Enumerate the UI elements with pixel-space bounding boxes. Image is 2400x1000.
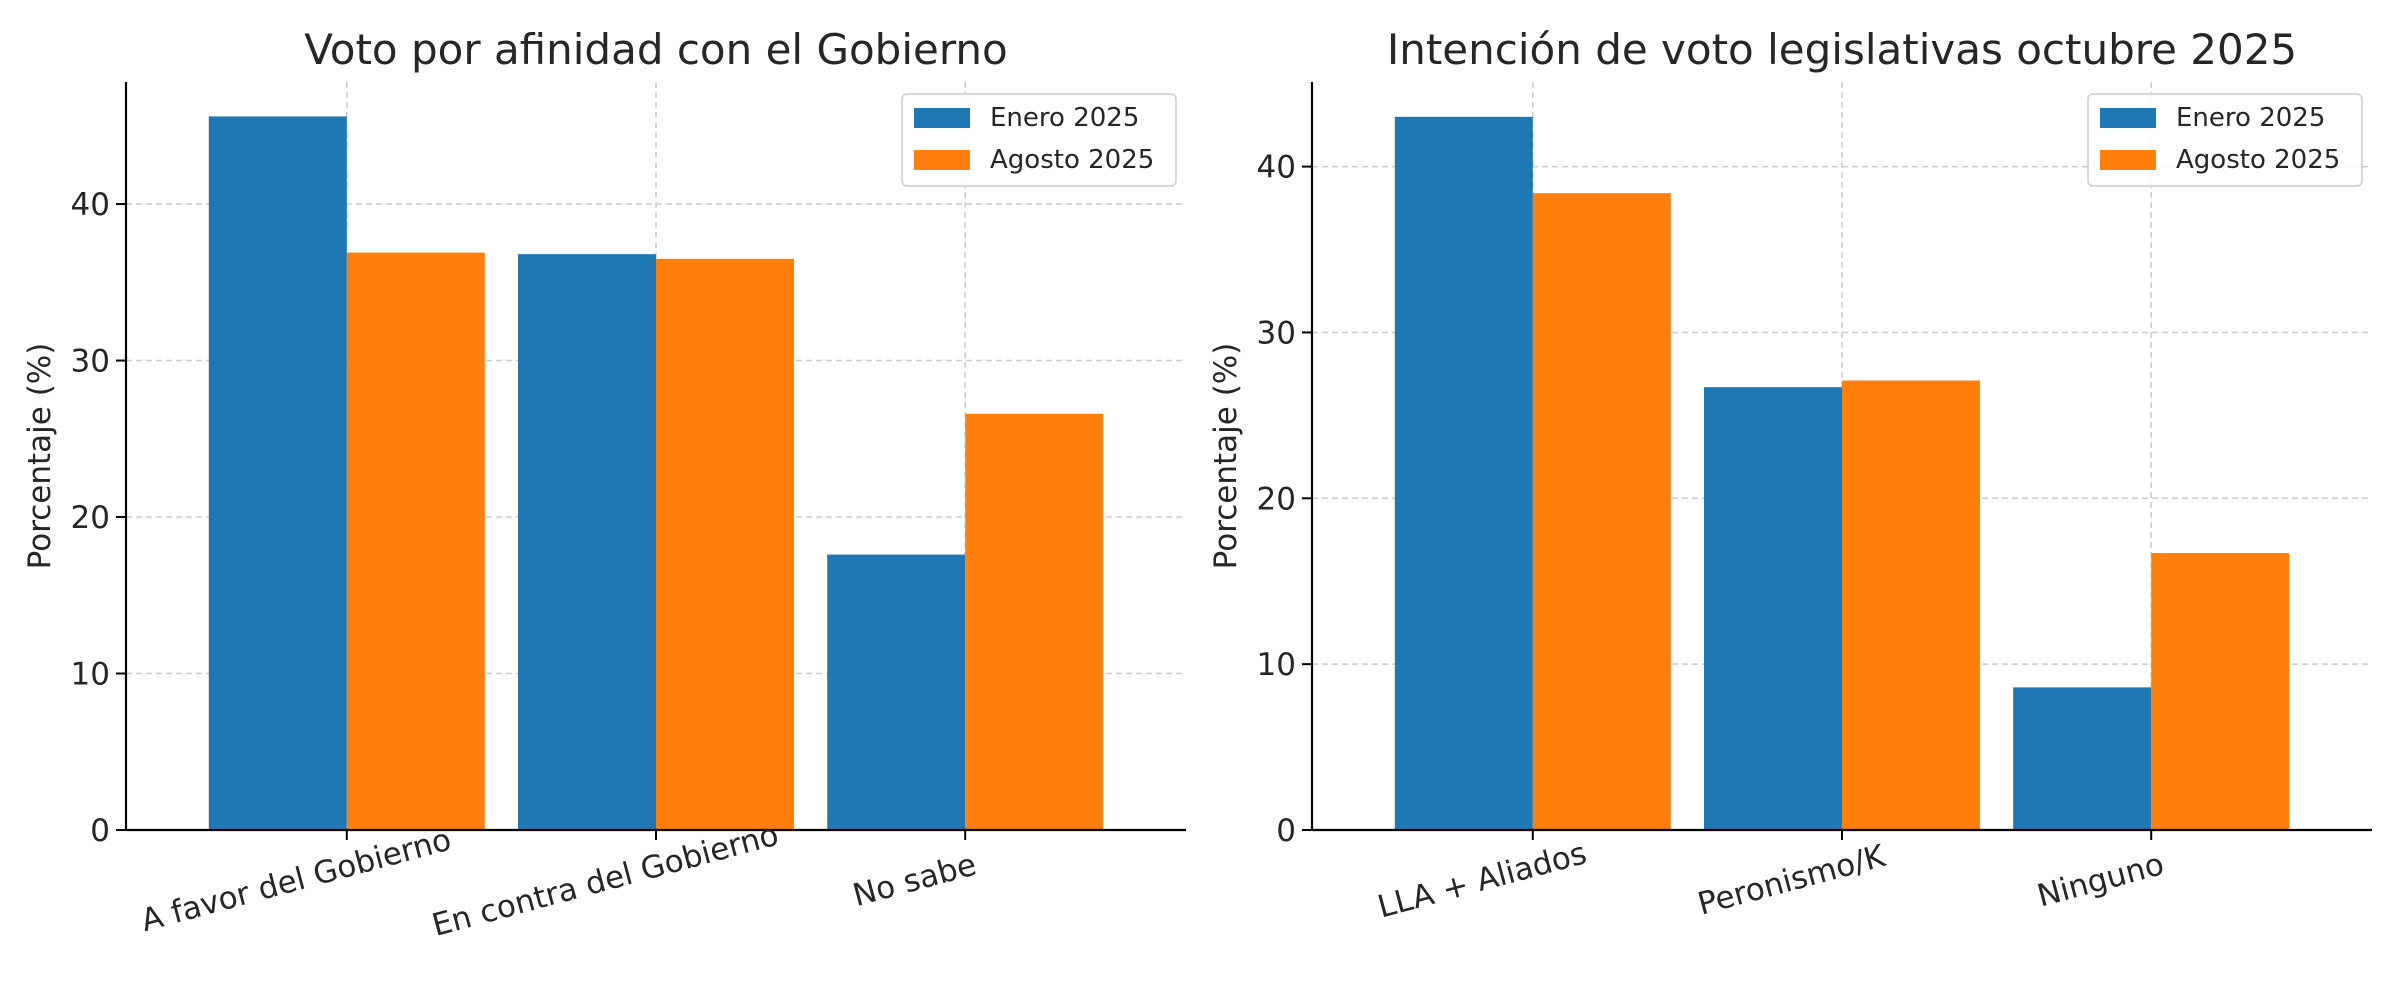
y-tick-label: 0 bbox=[90, 813, 110, 849]
x-tick-label: Peronismo/K bbox=[1694, 838, 1889, 923]
legend: Enero 2025 Agosto 2025 bbox=[2087, 93, 2363, 187]
chart-title: Voto por afinidad con el Gobierno bbox=[304, 25, 1007, 74]
bar-enero-3 bbox=[827, 554, 966, 830]
chart-title: Intención de voto legislativas octubre 2… bbox=[1387, 25, 2297, 74]
x-tick-label: A favor del Gobierno bbox=[137, 822, 455, 939]
bar-agosto-1 bbox=[346, 252, 485, 830]
legend-label: Enero 2025 bbox=[2176, 103, 2325, 133]
bar-enero-2 bbox=[1704, 387, 1842, 830]
y-tick-label: 30 bbox=[1257, 315, 1296, 351]
bar-enero-1 bbox=[208, 116, 347, 831]
y-tick-label: 10 bbox=[71, 657, 110, 693]
legend-swatch bbox=[914, 108, 970, 128]
y-tick-label: 20 bbox=[71, 500, 110, 536]
bar-enero-2 bbox=[518, 254, 656, 830]
bar-enero-1 bbox=[1394, 116, 1533, 830]
legend-label: Agosto 2025 bbox=[2176, 145, 2340, 175]
bar-agosto-3 bbox=[2151, 553, 2290, 830]
chart-panel-2: 0 10 20 30 40 LLA + Aliados Peronismo/K Ninguno… bbox=[1208, 25, 2372, 925]
bar-agosto-2 bbox=[1842, 380, 1980, 830]
y-tick-label: 20 bbox=[1257, 481, 1296, 517]
y-tick-label: 10 bbox=[1257, 647, 1296, 683]
bar-agosto-2 bbox=[656, 258, 794, 830]
x-tick-label: No sabe bbox=[849, 847, 980, 914]
legend-frame bbox=[901, 93, 1177, 187]
bar-enero-3 bbox=[2013, 687, 2152, 830]
legend: Enero 2025 Agosto 2025 bbox=[901, 93, 1177, 187]
y-tick-label: 30 bbox=[71, 344, 110, 380]
bar-agosto-3 bbox=[965, 413, 1104, 830]
x-tick-label: LLA + Aliados bbox=[1374, 835, 1590, 925]
x-tick-label: En contra del Gobierno bbox=[428, 817, 782, 944]
legend-frame bbox=[2087, 93, 2363, 187]
y-tick-label: 40 bbox=[1257, 150, 1296, 186]
legend-swatch bbox=[2100, 108, 2156, 128]
y-axis-label: Porcentaje (%) bbox=[22, 343, 58, 570]
legend-label: Agosto 2025 bbox=[990, 145, 1154, 175]
bar-agosto-1 bbox=[1532, 193, 1671, 830]
y-tick-label: 40 bbox=[71, 187, 110, 223]
legend-swatch bbox=[914, 150, 970, 170]
y-tick-label: 0 bbox=[1276, 813, 1296, 849]
x-tick-label: Ninguno bbox=[2033, 846, 2167, 914]
legend-swatch bbox=[2100, 150, 2156, 170]
legend-label: Enero 2025 bbox=[990, 103, 1139, 133]
y-axis-label: Porcentaje (%) bbox=[1208, 343, 1244, 570]
